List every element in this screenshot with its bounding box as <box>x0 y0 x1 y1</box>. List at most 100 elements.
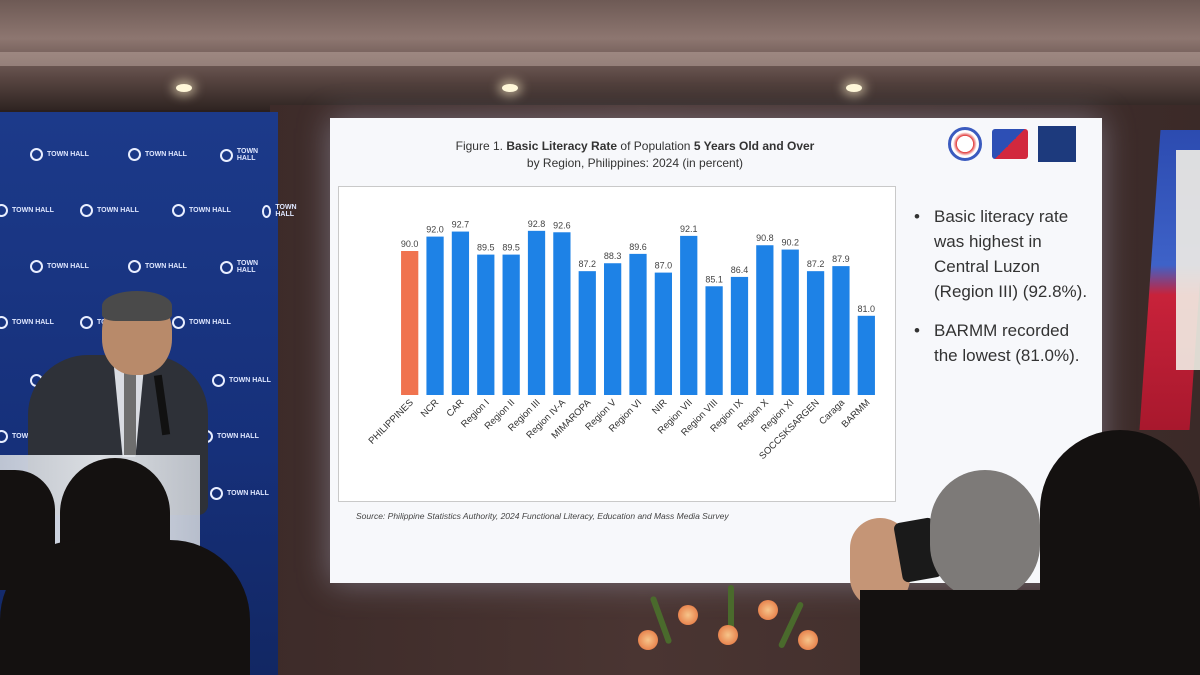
backdrop-logo-text: TOWN HALL <box>12 207 54 214</box>
backdrop-logo-text: TOWN HALL <box>229 377 271 384</box>
backdrop-logo-icon <box>30 260 43 273</box>
ceiling-light <box>176 84 192 92</box>
bar <box>604 263 622 395</box>
data-label: 81.0 <box>858 304 876 314</box>
backdrop-logo-icon <box>128 148 141 161</box>
backdrop-logo-text: TOWN HALL <box>227 490 269 497</box>
backdrop-logo-text: TOWN HALL <box>145 151 187 158</box>
bar <box>730 276 749 395</box>
backdrop-logo: TOWN HALL <box>172 204 231 217</box>
psa-logo-icon <box>948 127 982 161</box>
backdrop-logo-text: TOWN HALL <box>236 260 259 274</box>
backdrop-logo-icon <box>30 148 43 161</box>
data-label: 92.6 <box>553 220 571 230</box>
backdrop-logo-icon <box>220 148 233 162</box>
category-label: PHILIPPINES <box>367 397 416 446</box>
data-label: 87.0 <box>655 261 673 271</box>
audience-head <box>0 470 55 590</box>
backdrop-logo: TOWN HALL <box>128 260 187 273</box>
title-bold-b: 5 Years Old and Over <box>693 139 815 153</box>
speaker-hair <box>102 291 172 321</box>
title-plain: of Population <box>620 139 691 153</box>
backdrop-logo-icon <box>212 374 225 387</box>
bar <box>705 286 723 395</box>
ceiling-trim <box>0 52 1200 66</box>
backdrop-logo-text: TOWN HALL <box>236 148 259 162</box>
backdrop-logo: TOWN HALL <box>0 204 54 217</box>
bar-chart-svg: 90.0PHILIPPINES92.0NCR92.7CAR89.5Region … <box>367 219 876 462</box>
flower <box>638 630 658 650</box>
backdrop-logo-text: TOWN HALL <box>275 204 297 218</box>
backdrop-logo: TOWN HALL <box>212 374 271 387</box>
backdrop-logo-icon <box>0 430 8 443</box>
bar <box>477 254 495 395</box>
data-label: 86.4 <box>731 265 749 275</box>
bar <box>781 249 799 395</box>
chart-source: Source: Philippine Statistics Authority,… <box>356 511 729 521</box>
bar <box>401 251 419 395</box>
backdrop-logo-text: TOWN HALL <box>97 207 139 214</box>
backdrop-logo: TOWN HALL <box>210 487 269 500</box>
figure-number: Figure 1. <box>455 139 503 153</box>
title-line2: by Region, Philippines: 2024 (in percent… <box>526 156 744 170</box>
category-label: CAR <box>445 397 467 419</box>
backdrop-logo: TOWN HALL <box>128 148 187 161</box>
projection-screen: Figure 1. Basic Literacy Rate of Populat… <box>330 118 1102 583</box>
data-label: 92.7 <box>452 220 470 230</box>
data-label: 87.2 <box>807 259 825 269</box>
agency-logos <box>948 126 1076 162</box>
backdrop-logo-text: TOWN HALL <box>189 207 231 214</box>
backdrop-logo-text: TOWN HALL <box>47 151 89 158</box>
bagong-pilipinas-logo-icon <box>992 129 1028 159</box>
backdrop-logo-text: TOWN HALL <box>217 433 259 440</box>
title-bold-a: Basic Literacy Rate <box>506 139 618 153</box>
bar <box>832 266 850 395</box>
survey-logo-icon <box>1038 126 1076 162</box>
backdrop-logo-text: TOWN HALL <box>12 319 54 326</box>
category-label: NIR <box>650 397 669 416</box>
bar-chart: 90.0 PHILIPPINES 92.0 NCR 92.7 CAR 89.5 Region … <box>338 186 896 502</box>
backdrop-logo-icon <box>128 260 141 273</box>
audience-shoulders <box>860 590 1200 675</box>
backdrop-logo: TOWN HALL <box>262 204 300 218</box>
ceiling-light <box>846 84 862 92</box>
backdrop-logo-icon <box>80 316 93 329</box>
data-label: 89.5 <box>477 243 495 253</box>
backdrop-logo-text: TOWN HALL <box>47 263 89 270</box>
backdrop-logo-icon <box>172 204 185 217</box>
bar <box>426 236 444 395</box>
backdrop-logo-icon <box>220 260 233 274</box>
data-label: 92.8 <box>528 219 546 229</box>
bar <box>654 272 672 395</box>
backdrop-logo-icon <box>80 204 93 217</box>
audience-head <box>930 470 1040 600</box>
flower <box>678 605 698 625</box>
data-label: 90.2 <box>781 238 799 248</box>
bar <box>806 271 825 395</box>
bar <box>553 232 571 395</box>
finding-bullet: BARMM recorded the lowest (81.0%). <box>910 318 1090 368</box>
speaker-tie <box>124 365 136 455</box>
finding-bullet: Basic literacy rate was highest in Centr… <box>910 204 1090 304</box>
flower <box>718 625 738 645</box>
findings-list: Basic literacy rate was highest in Centr… <box>910 204 1090 382</box>
backdrop-logo-icon <box>0 204 8 217</box>
data-label: 89.5 <box>502 243 520 253</box>
backdrop-logo: TOWN HALL <box>220 260 278 274</box>
data-label: 92.1 <box>680 224 698 234</box>
ceiling-light <box>502 84 518 92</box>
backdrop-logo-icon <box>0 316 8 329</box>
data-label: 87.9 <box>832 254 850 264</box>
flower <box>798 630 818 650</box>
data-label: 85.1 <box>705 274 723 284</box>
bar <box>756 245 774 395</box>
backdrop-logo: TOWN HALL <box>220 148 278 162</box>
bar <box>578 271 596 395</box>
backdrop-logo-text: TOWN HALL <box>189 319 231 326</box>
backdrop-logo: TOWN HALL <box>172 316 231 329</box>
bar <box>451 231 470 395</box>
category-label: BARMM <box>840 397 873 430</box>
data-label: 90.0 <box>401 239 419 249</box>
backdrop-logo: TOWN HALL <box>80 204 139 217</box>
flag-white-band <box>1176 150 1200 370</box>
